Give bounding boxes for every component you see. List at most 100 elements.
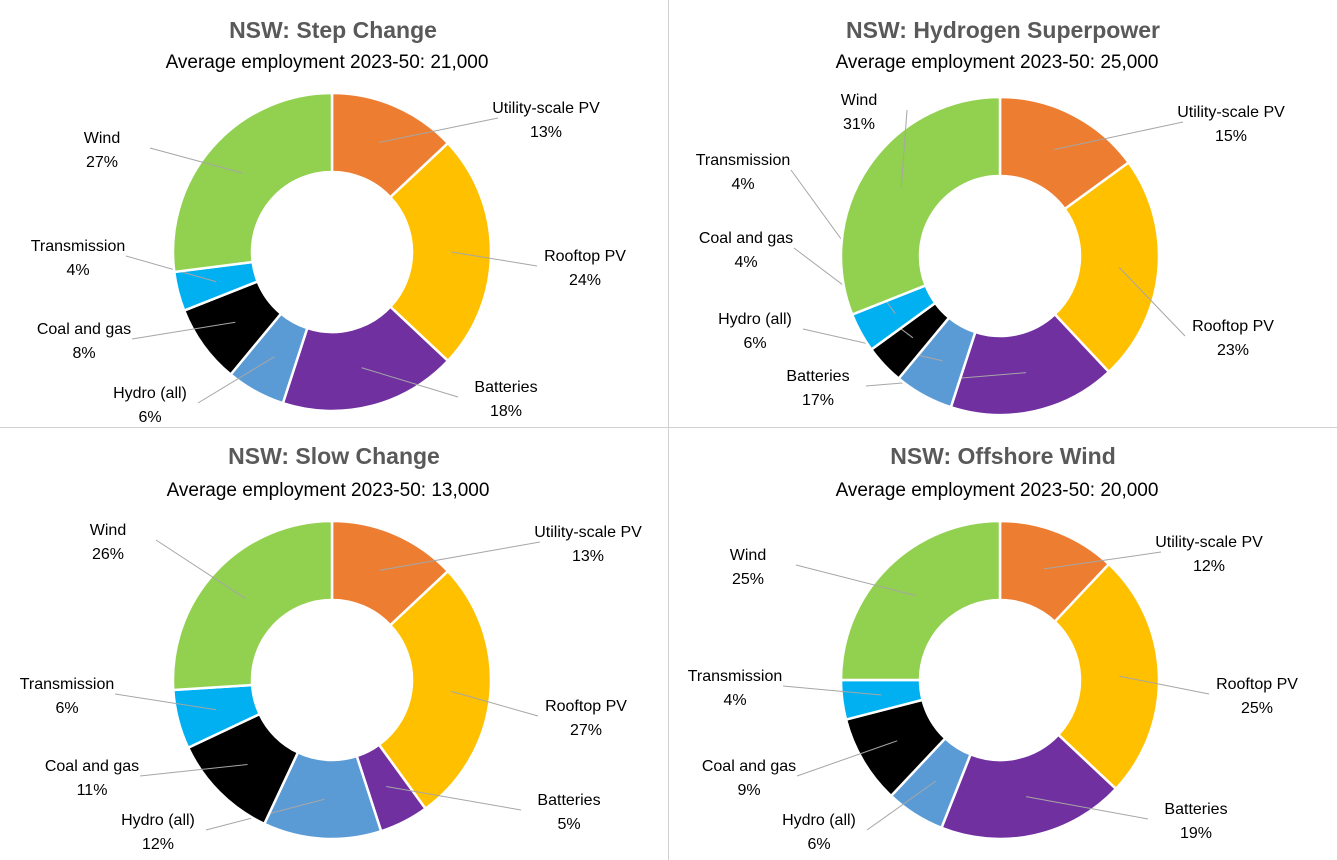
label-utility-scale-pv: Utility-scale PV — [534, 524, 642, 541]
chart-subtitle: Average employment 2023-50: 25,000 — [836, 52, 1159, 73]
leader-line-coal-and-gas — [139, 764, 248, 777]
chart-title: NSW: Offshore Wind — [890, 443, 1116, 469]
value-wind: 26% — [92, 546, 124, 563]
donut-chart-1: NSW: Step Change Average employment 2023-… — [31, 17, 627, 426]
value-hydro-all: 12% — [142, 836, 174, 853]
value-batteries: 5% — [557, 816, 580, 833]
slice-rooftop-pv — [388, 141, 493, 363]
leader-line-coal-and-gas — [796, 740, 898, 777]
leader-line-rooftop-pv — [1119, 675, 1210, 695]
label-transmission: Transmission — [20, 676, 115, 693]
leader-line-utility-scale-pv — [379, 117, 499, 143]
value-hydro-all: 6% — [807, 836, 830, 853]
leader-line-hydro-all — [866, 780, 937, 831]
leader-line-batteries — [386, 785, 522, 811]
leader-line-transmission — [125, 255, 217, 283]
label-wind: Wind — [90, 522, 126, 539]
label-coal-and-gas: Coal and gas — [702, 758, 796, 775]
label-rooftop-pv: Rooftop PV — [544, 248, 626, 265]
label-utility-scale-pv: Utility-scale PV — [1155, 534, 1263, 551]
slice-batteries — [939, 732, 1118, 841]
value-hydro-all: 6% — [743, 335, 766, 352]
chart-subtitle: Average employment 2023-50: 20,000 — [836, 480, 1159, 501]
value-coal-and-gas: 11% — [77, 782, 108, 799]
value-utility-scale-pv: 15% — [1215, 128, 1247, 145]
chart-subtitle: Average employment 2023-50: 21,000 — [166, 52, 489, 73]
label-hydro-all: Hydro (all) — [121, 812, 195, 829]
value-transmission: 4% — [723, 692, 746, 709]
leader-line-utility-scale-pv — [379, 541, 541, 571]
label-batteries: Batteries — [537, 792, 600, 809]
value-utility-scale-pv: 13% — [530, 124, 562, 141]
value-transmission: 6% — [55, 700, 78, 717]
leader-line-wind — [795, 564, 916, 596]
value-coal-and-gas: 4% — [734, 254, 757, 271]
slice-rooftop-pv — [377, 569, 493, 811]
label-hydro-all: Hydro (all) — [113, 385, 187, 402]
label-rooftop-pv: Rooftop PV — [1216, 676, 1298, 693]
leader-line-rooftop-pv — [451, 251, 538, 267]
label-wind: Wind — [841, 92, 877, 109]
leader-line-wind — [155, 539, 246, 599]
label-transmission: Transmission — [31, 238, 126, 255]
label-rooftop-pv: Rooftop PV — [1192, 318, 1274, 335]
label-hydro-all: Hydro (all) — [782, 812, 856, 829]
leader-line-utility-scale-pv — [1043, 551, 1162, 570]
value-wind: 27% — [86, 154, 118, 171]
chart-title: NSW: Slow Change — [228, 443, 440, 469]
label-batteries: Batteries — [474, 379, 537, 396]
label-wind: Wind — [84, 130, 120, 147]
label-utility-scale-pv: Utility-scale PV — [492, 100, 600, 117]
slice-wind — [839, 519, 1002, 682]
leader-line-batteries — [361, 367, 459, 398]
leader-line-hydro-all — [197, 356, 275, 404]
value-batteries: 17% — [802, 392, 834, 409]
label-hydro-all: Hydro (all) — [718, 311, 792, 328]
leader-line-batteries — [1025, 796, 1149, 820]
slice-wind — [171, 519, 334, 692]
value-wind: 25% — [732, 571, 764, 588]
leader-line-rooftop-pv — [1118, 266, 1186, 337]
value-batteries: 19% — [1180, 825, 1212, 842]
label-coal-and-gas: Coal and gas — [45, 758, 139, 775]
label-coal-and-gas: Coal and gas — [37, 321, 131, 338]
value-utility-scale-pv: 12% — [1193, 558, 1225, 575]
label-coal-and-gas: Coal and gas — [699, 230, 793, 247]
value-rooftop-pv: 27% — [570, 722, 602, 739]
chart-subtitle: Average employment 2023-50: 13,000 — [167, 480, 490, 501]
label-batteries: Batteries — [1164, 801, 1227, 818]
label-transmission: Transmission — [696, 152, 791, 169]
slice-batteries — [949, 312, 1111, 417]
value-utility-scale-pv: 13% — [572, 548, 604, 565]
value-transmission: 4% — [731, 176, 754, 193]
value-wind: 31% — [843, 116, 875, 133]
leader-line-utility-scale-pv — [1054, 121, 1184, 151]
label-wind: Wind — [730, 547, 766, 564]
slice-rooftop-pv — [1052, 160, 1161, 374]
leader-line-rooftop-pv — [450, 690, 539, 717]
value-rooftop-pv: 24% — [569, 272, 601, 289]
value-rooftop-pv: 25% — [1241, 700, 1273, 717]
value-transmission: 4% — [66, 262, 89, 279]
value-rooftop-pv: 23% — [1217, 342, 1249, 359]
slice-rooftop-pv — [1052, 562, 1161, 791]
slice-wind — [839, 95, 1002, 317]
label-transmission: Transmission — [688, 668, 783, 685]
donut-chart-3: NSW: Slow Change Average employment 2023-… — [20, 443, 642, 853]
chart-title: NSW: Hydrogen Superpower — [846, 17, 1160, 43]
leader-line-coal-and-gas — [131, 321, 236, 340]
donut-chart-4: NSW: Offshore Wind Average employment 202… — [688, 443, 1299, 853]
leader-line-transmission — [782, 685, 882, 696]
vertical-divider — [668, 0, 669, 860]
chart-title: NSW: Step Change — [229, 17, 437, 43]
slice-batteries — [281, 304, 450, 413]
value-coal-and-gas: 9% — [737, 782, 760, 799]
label-utility-scale-pv: Utility-scale PV — [1177, 104, 1285, 121]
horizontal-divider — [0, 427, 1337, 428]
donut-chart-2: NSW: Hydrogen Superpower Average employme… — [696, 17, 1285, 417]
value-batteries: 18% — [490, 403, 522, 420]
label-batteries: Batteries — [786, 368, 849, 385]
label-rooftop-pv: Rooftop PV — [545, 698, 627, 715]
